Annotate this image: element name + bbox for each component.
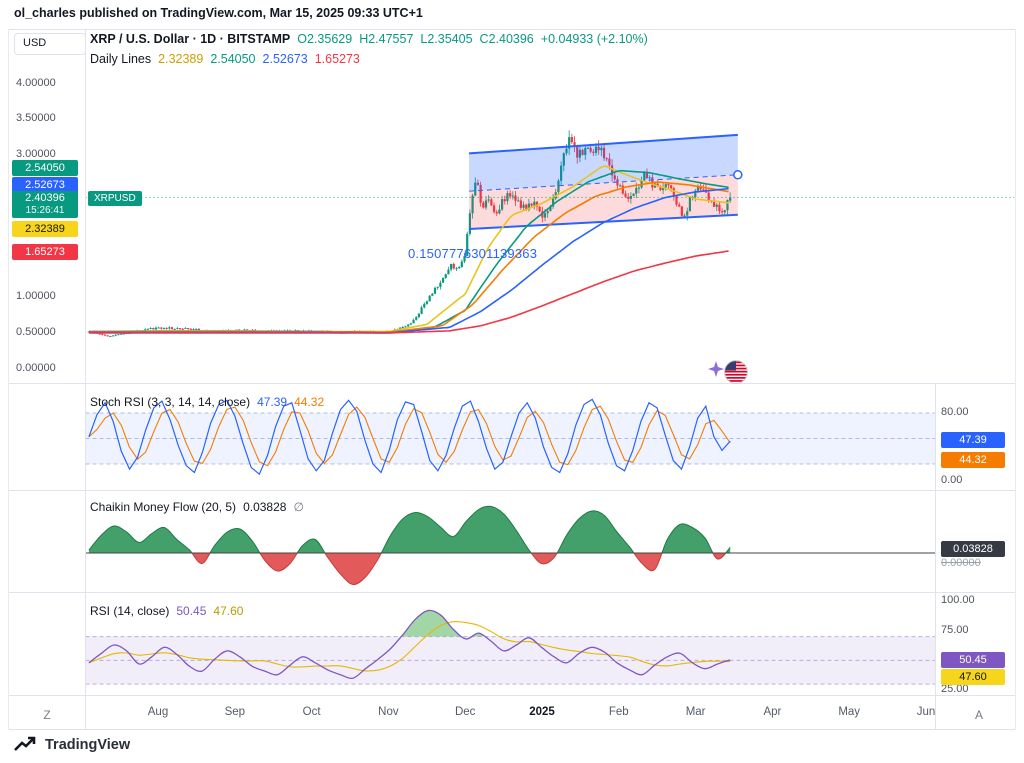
stoch-series — [88, 398, 731, 476]
stoch-title[interactable]: Stoch RSI (3, 3, 14, 14, close) — [90, 395, 251, 409]
daily-lines-label[interactable]: Daily Lines — [90, 52, 152, 66]
rsi-value: 50.45 — [176, 604, 207, 618]
price-badge: 2.54050 — [12, 160, 78, 176]
stoch-k-value: 47.39 — [257, 395, 288, 409]
time-axis-label[interactable]: Dec — [454, 706, 476, 718]
stoch-values: 47.39 44.32 — [250, 395, 324, 409]
rsi-title[interactable]: RSI (14, close) — [90, 604, 170, 618]
cmf-values: 0.03828 ∅ — [236, 500, 304, 514]
brand-text: TradingView — [45, 737, 131, 753]
empty-value-icon: ∅ — [293, 500, 304, 514]
price-axis-label[interactable]: 3.50000 — [16, 112, 56, 125]
main-title-row: XRP / U.S. Dollar · 1D · BITSTAMP O2.3562… — [90, 32, 648, 46]
current-price-value: 2.40396 — [25, 192, 65, 204]
time-axis-label[interactable]: 2025 — [529, 706, 555, 718]
ma-lines — [88, 165, 729, 334]
daily-line-value: 2.52673 — [262, 52, 308, 66]
cmf-series — [85, 505, 936, 586]
us-flag-icon — [708, 360, 748, 384]
publish-info: ol_charles published on TradingView.com,… — [14, 6, 423, 20]
symbol-tag: XRPUSD — [88, 191, 142, 206]
ohlc-values: O2.35629 H2.47557 L2.35405 C2.40396 +0.04933… — [290, 32, 648, 46]
autoscale-button[interactable]: A — [974, 708, 983, 722]
ma-line-yellow — [88, 165, 729, 333]
cmf-zero-label[interactable]: 0.00000 — [941, 557, 981, 569]
ma-line-red — [88, 250, 729, 334]
daily-lines-row: Daily Lines 2.32389 2.54050 2.52673 1.65273 — [90, 52, 360, 66]
daily-line-value: 1.65273 — [314, 52, 360, 66]
current-price-badge: 2.40396 15:26:41 — [12, 191, 78, 218]
stoch-d-badge: 44.32 — [941, 452, 1005, 468]
price-axis-label[interactable]: 3.00000 — [16, 147, 56, 160]
ohlc-l: L2.35405 — [420, 32, 473, 46]
ohlc-c: C2.40396 — [479, 32, 534, 46]
change-value: +0.04933 (+2.10%) — [540, 32, 648, 46]
price-badge: 1.65273 — [12, 244, 78, 260]
time-axis-label[interactable]: Sep — [224, 706, 246, 718]
currency-scale-button[interactable]: USD — [14, 33, 86, 55]
rsi-values: 50.45 47.60 — [169, 604, 243, 618]
stoch-d-value: 44.32 — [294, 395, 325, 409]
cmf-title-row: Chaikin Money Flow (20, 5) 0.03828 ∅ — [90, 500, 304, 514]
rsi-series — [88, 609, 731, 680]
time-axis-label[interactable]: Aug — [147, 706, 169, 718]
rsi-ma-badge: 47.60 — [941, 669, 1005, 685]
cmf-value-badge: 0.03828 — [941, 541, 1005, 557]
cmf-value: 0.03828 — [243, 500, 287, 514]
sparkle-icon — [708, 361, 724, 377]
stoch-k-badge: 47.39 — [941, 432, 1005, 448]
time-axis-label[interactable]: Mar — [685, 706, 706, 718]
rsi-axis-label[interactable]: 75.00 — [941, 623, 969, 636]
time-axis-label[interactable]: Apr — [763, 706, 782, 718]
footer-brand[interactable]: TradingView — [14, 736, 130, 754]
price-badge: 2.52673 — [12, 177, 78, 193]
symbol-title[interactable]: XRP / U.S. Dollar · 1D · BITSTAMP — [90, 32, 291, 46]
rsi-ma-value: 47.60 — [213, 604, 244, 618]
price-axis-label[interactable]: 4.00000 — [16, 76, 56, 89]
daily-line-value: 2.32389 — [158, 52, 204, 66]
price-axis-label[interactable]: 1.00000 — [16, 290, 56, 303]
stoch-axis-label[interactable]: 80.00 — [941, 406, 969, 418]
time-axis-label[interactable]: Jun — [916, 706, 936, 718]
ohlc-o: O2.35629 — [297, 32, 353, 46]
price-badge: 2.32389 — [12, 221, 78, 237]
rsi-axis-label[interactable]: 25.00 — [941, 683, 969, 696]
time-axis-label[interactable]: Feb — [608, 706, 629, 718]
rsi-value-badge: 50.45 — [941, 652, 1005, 668]
frame-lines — [8, 29, 1016, 730]
price-axis-label[interactable]: 0.00000 — [16, 361, 56, 374]
price-axis-label[interactable]: 0.50000 — [16, 325, 56, 338]
time-axis-label[interactable]: Nov — [378, 706, 399, 718]
stoch-title-row: Stoch RSI (3, 3, 14, 14, close) 47.39 44.3… — [90, 395, 324, 409]
time-axis-label[interactable]: May — [838, 706, 861, 718]
bar-countdown: 15:26:41 — [25, 205, 65, 216]
channel-annotation[interactable]: 0.1507776301139363 — [408, 246, 538, 261]
cmf-title[interactable]: Chaikin Money Flow (20, 5) — [90, 500, 237, 514]
ohlc-h: H2.47557 — [359, 32, 414, 46]
time-axis-label[interactable]: Oct — [302, 706, 321, 718]
parallel-channel — [468, 133, 743, 230]
daily-line-value: 2.54050 — [210, 52, 256, 66]
rsi-title-row: RSI (14, close) 50.45 47.60 — [90, 604, 243, 618]
stoch-axis-label[interactable]: 0.00 — [941, 474, 963, 486]
rsi-axis-label[interactable]: 100.00 — [941, 594, 975, 606]
timezone-button[interactable]: Z — [43, 708, 51, 722]
daily-lines-values: 2.32389 2.54050 2.52673 1.65273 — [151, 52, 360, 66]
tradingview-logo-icon — [14, 736, 36, 751]
